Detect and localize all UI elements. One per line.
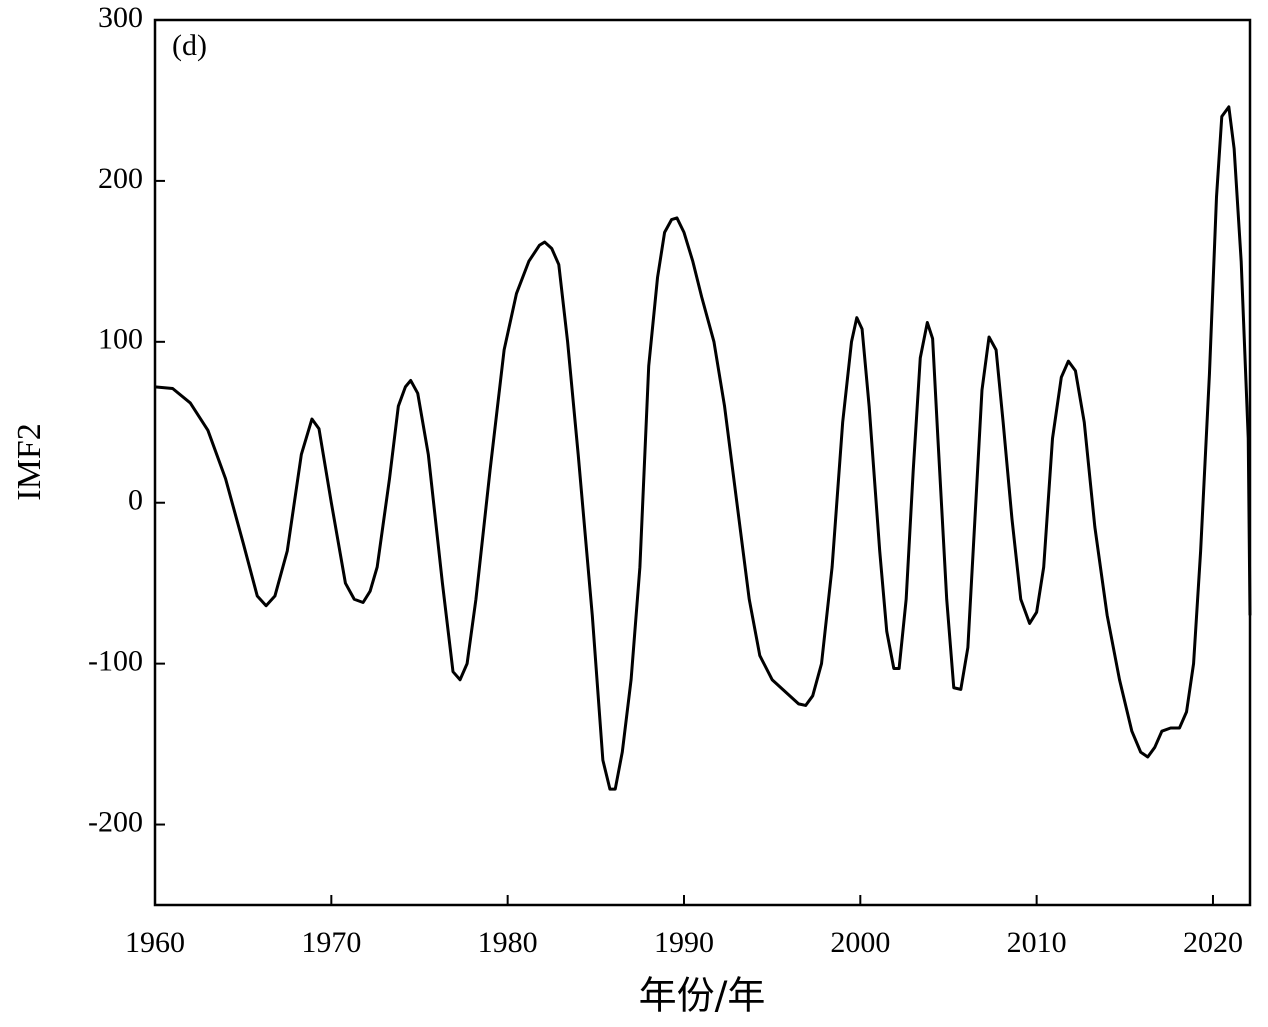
data-line [154, 105, 1252, 791]
y-tick-label: 300 [98, 1, 143, 34]
y-tick-label: -200 [88, 805, 143, 838]
x-tick-label: 2020 [1183, 926, 1243, 959]
x-axis-label: 年份/年 [639, 974, 766, 1018]
y-tick-label: 0 [128, 484, 143, 517]
x-tick-label: 1990 [654, 926, 714, 959]
y-tick-label: -100 [88, 645, 143, 678]
plot-frame [153, 18, 1252, 907]
y-tick-label: 200 [98, 162, 143, 195]
annotation: (d) [172, 29, 207, 62]
x-tick-label: 1980 [478, 926, 538, 959]
x-tick-label: 2000 [830, 926, 890, 959]
x-tick-label: 1960 [125, 926, 185, 959]
x-tick-label: 1970 [301, 926, 361, 959]
y-tick-label: 100 [98, 323, 143, 356]
y-axis-label: IMF2 [11, 423, 48, 500]
x-tick-label: 2010 [1007, 926, 1067, 959]
